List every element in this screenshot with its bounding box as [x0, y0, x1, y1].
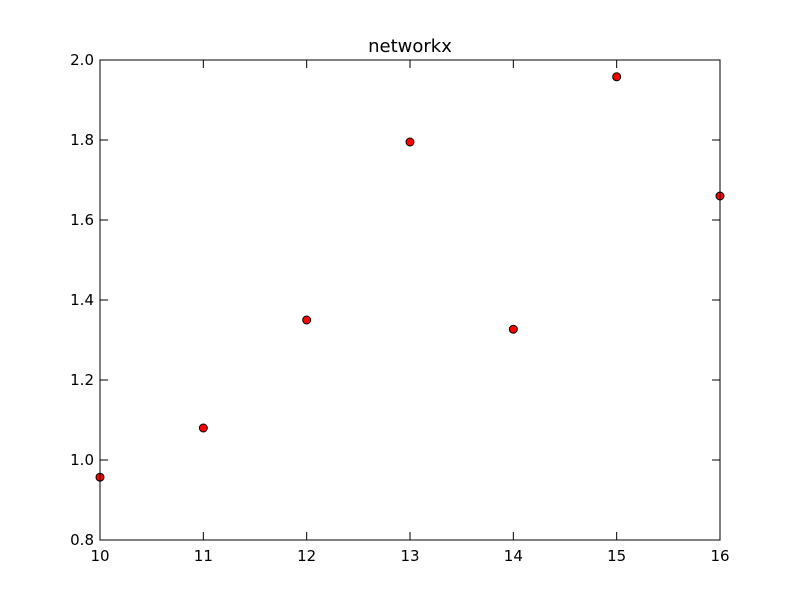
y-tick-label: 1.2 — [70, 371, 94, 389]
data-point — [198, 423, 208, 433]
x-tick-label: 15 — [607, 547, 626, 565]
y-tick-label: 2.0 — [70, 51, 94, 69]
y-tick-label: 1.6 — [70, 211, 94, 229]
chart-title: networkx — [368, 36, 452, 57]
x-tick-label: 11 — [194, 547, 213, 565]
x-tick-label: 13 — [400, 547, 419, 565]
data-point — [508, 324, 518, 334]
data-points — [95, 72, 725, 482]
x-tick-label: 16 — [710, 547, 729, 565]
y-tick-label: 1.4 — [70, 291, 94, 309]
y-tick-label: 1.8 — [70, 131, 94, 149]
x-tick-label: 14 — [504, 547, 523, 565]
data-point — [612, 72, 622, 82]
x-tick-label: 12 — [297, 547, 316, 565]
x-tick-label: 10 — [90, 547, 109, 565]
y-tick-label: 1.0 — [70, 451, 94, 469]
data-point — [405, 137, 415, 147]
data-point — [302, 315, 312, 325]
plot-frame — [99, 59, 721, 541]
y-tick-label: 0.8 — [70, 531, 94, 549]
